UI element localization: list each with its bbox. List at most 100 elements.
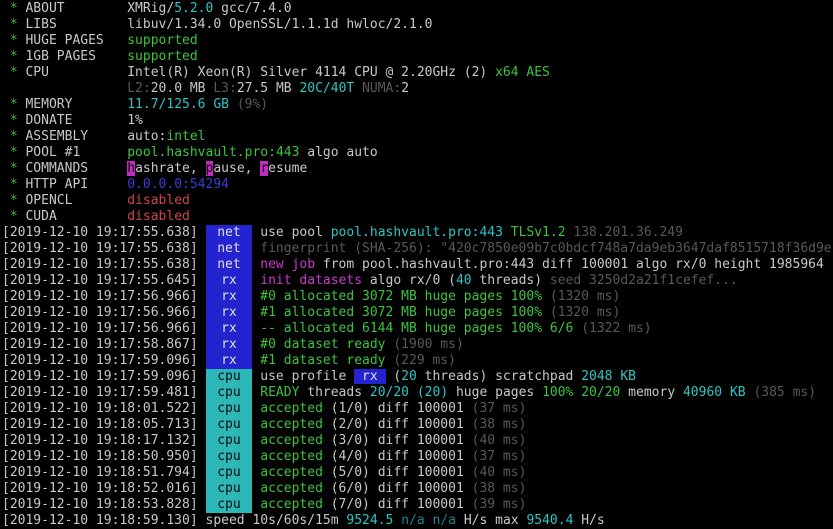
text-segment: (37 ms) [471,449,527,464]
text-segment: gcc/7.4.0 [213,1,292,16]
text-segment: accepted [260,401,323,416]
log-alloc-0: [2019-12-10 19:17:56.966] rx #0 allocate… [2,289,833,305]
text-segment: (5/0) diff 100001 [322,465,472,480]
text-segment: use profile [252,369,355,384]
log-accepted-1: [2019-12-10 19:18:01.522] cpu accepted (… [2,401,833,417]
text-segment: (40 ms) [471,465,527,480]
text-segment: * [2,97,26,112]
cpu-badge: cpu [205,417,253,433]
text-segment: (6/0) diff 100001 [322,481,472,496]
cpu-badge: cpu [205,465,253,481]
text-segment: H/s [581,513,605,528]
config-label: CPU [25,65,128,80]
log-ready: [2019-12-10 19:17:59.481] cpu READY thre… [2,385,833,401]
log-fingerprint: [2019-12-10 19:17:55.638] net fingerprin… [2,241,833,257]
text-segment: 1% [127,113,143,128]
text-segment: (1320 ms) [549,289,621,304]
text-segment: use pool [252,225,331,240]
cuda-row: * CUDA disabled [2,209,833,225]
rx-badge: rx [205,321,253,337]
cpu-badge: cpu [205,385,253,401]
log-accepted-6: [2019-12-10 19:18:52.016] cpu accepted (… [2,481,833,497]
text-segment: ause, [213,161,261,176]
text-segment: READY [260,385,300,400]
text-segment: * [2,33,26,48]
assembly-row: * ASSEMBLY auto:intel [2,129,833,145]
rx-badge: rx [205,353,253,369]
text-segment: esume [268,161,308,176]
huge-pages-row: * HUGE PAGES supported [2,33,833,49]
timestamp: [2019-12-10 19:18:59.130] [2,513,206,528]
log-accepted-3: [2019-12-10 19:18:17.132] cpu accepted (… [2,433,833,449]
cpu-badge: cpu [205,401,253,417]
timestamp: [2019-12-10 19:17:56.966] [2,321,206,336]
cpu-badge: cpu [205,449,253,465]
config-label: 1GB PAGES [25,49,128,64]
text-segment: max [495,513,527,528]
text-segment: 20C/40T [299,81,363,96]
text-segment: (1900 ms) [393,337,464,352]
cpu-badge: cpu [205,369,253,385]
text-segment: libuv/1.34.0 OpenSSL/1.1.1d hwloc/2.1.0 [127,17,433,32]
log-use-pool: [2019-12-10 19:17:55.638] net use pool p… [2,225,833,241]
text-segment: (38 ms) [471,417,527,432]
text-segment: * [2,49,26,64]
log-accepted-2: [2019-12-10 19:18:05.713] cpu accepted (… [2,417,833,433]
timestamp: [2019-12-10 19:18:01.522] [2,401,206,416]
status-value: disabled [127,209,190,224]
text-segment: algo rx/0 ( [362,273,456,288]
timestamp: [2019-12-10 19:17:59.481] [2,385,206,400]
timestamp: [2019-12-10 19:18:51.794] [2,465,206,480]
text-segment: intel [166,129,206,144]
text-segment: accepted [260,481,323,496]
text-segment: XMRig/ [127,1,175,16]
text-segment: seed 3250d2a21f1cefef... [549,273,738,288]
text-segment: * [2,17,26,32]
text-segment: accepted [260,417,323,432]
text-segment: accepted [260,465,323,480]
text-segment: (3/0) diff 100001 [322,433,472,448]
text-segment: 20/20 (20) [369,385,449,400]
config-label: HTTP API [25,177,128,192]
log-init-datasets: [2019-12-10 19:17:55.645] rx init datase… [2,273,833,289]
text-segment [2,81,127,96]
text-segment: huge pages [448,385,543,400]
cpu-badge: cpu [205,481,253,497]
rx-badge: rx [205,337,253,353]
net-badge: net [205,257,253,273]
command-hotkey: h [127,161,136,176]
text-segment: init datasets [260,273,363,288]
text-segment: n/a n/a [401,513,464,528]
text-segment: new job [260,257,316,272]
text-segment: H/s [463,513,496,528]
text-segment: accepted [260,433,323,448]
cpu-row: * CPU Intel(R) Xeon(R) Silver 4114 CPU @… [2,65,833,81]
log-dataset-0: [2019-12-10 19:17:58.867] rx #0 dataset … [2,337,833,353]
text-segment: 2 [401,81,410,96]
log-accepted-4: [2019-12-10 19:18:50.950] cpu accepted (… [2,449,833,465]
text-segment: accepted [260,497,323,512]
text-segment: #1 allocated 3072 MB huge pages 100% [260,305,550,320]
text-segment: 40960 KB [682,385,754,400]
rx-badge: rx [205,273,253,289]
timestamp: [2019-12-10 19:17:58.867] [2,337,206,352]
timestamp: [2019-12-10 19:18:05.713] [2,417,206,432]
text-segment: 20 [401,369,417,384]
text-segment: x64 AES [495,65,550,80]
text-segment: threads) [471,273,550,288]
pool-ip: 138.201.36.249 [573,225,683,240]
api-address: 0.0.0.0:54294 [127,177,229,192]
text-segment: (385 ms) [753,385,817,400]
text-segment: #1 dataset ready [260,353,394,368]
net-badge: net [205,225,253,241]
text-segment: from pool.hashvault.pro:443 diff 100001 … [315,257,824,272]
text-segment: (40 ms) [471,433,527,448]
config-label: ABOUT [25,1,128,16]
text-segment: (1320 ms) [549,305,621,320]
text-segment: TLSv1.2 [510,225,574,240]
cpu-badge: cpu [205,433,253,449]
text-segment: NUMA: [362,81,402,96]
text-segment: ashrate, [135,161,206,176]
log-accepted-7: [2019-12-10 19:18:53.828] cpu accepted (… [2,497,833,513]
